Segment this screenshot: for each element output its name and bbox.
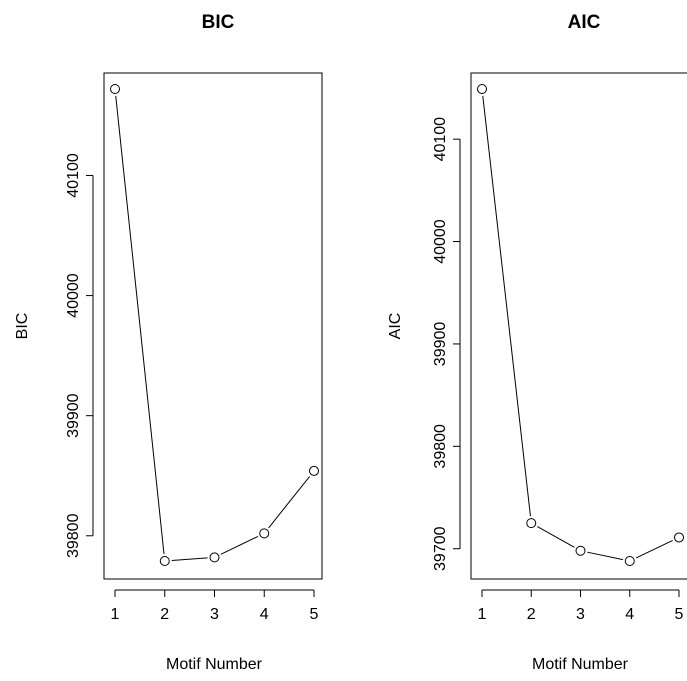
bic-panel: BIC Motif Number BIC 1 2 3 4 5 39800 39900 4000… xyxy=(14,12,323,673)
aic-data-point xyxy=(674,532,684,543)
bic-data-point xyxy=(259,528,270,539)
aic-series-segment xyxy=(587,551,623,561)
bic-x-tick-label: 1 xyxy=(111,606,120,623)
aic-data-point xyxy=(624,556,635,566)
aic-y-tick-label: 40100 xyxy=(432,117,449,162)
bic-data-point xyxy=(309,465,319,476)
aic-plot-box xyxy=(470,72,687,580)
aic-title: AIC xyxy=(568,12,601,33)
aic-x-axis-title: Motif Number xyxy=(532,656,629,673)
aic-y-tick-label: 40000 xyxy=(432,219,449,264)
bic-x-tick-label: 5 xyxy=(310,606,319,623)
aic-marks xyxy=(477,84,684,566)
aic-x-tick-label: 2 xyxy=(527,606,536,623)
bic-x-tick-label: 3 xyxy=(210,606,219,623)
aic-panel: AIC Motif Number AIC 1 2 3 4 5 39700 39800 3990… xyxy=(387,12,687,673)
aic-axes: 1 2 3 4 5 39700 39800 39900 40000 40100 xyxy=(432,117,684,623)
bic-series-segment xyxy=(115,95,165,555)
aic-data-point xyxy=(477,84,487,94)
aic-data-point xyxy=(526,518,537,529)
bic-axes: 1 2 3 4 5 39800 39900 40000 40100 xyxy=(65,153,319,623)
bic-x-tick-label: 2 xyxy=(160,606,169,623)
bic-y-axis-title: BIC xyxy=(14,313,31,340)
aic-x-tick-label: 1 xyxy=(478,606,487,623)
aic-y-tick-label: 39700 xyxy=(432,526,449,571)
bic-series-segment xyxy=(220,535,259,555)
bic-y-tick-label: 39900 xyxy=(65,393,82,438)
bic-y-tick-label: 39800 xyxy=(65,513,82,558)
bic-plot-box xyxy=(103,72,323,580)
bic-series-segment xyxy=(268,476,311,529)
aic-x-tick-label: 5 xyxy=(675,606,684,623)
aic-series-segment xyxy=(635,540,673,559)
aic-y-tick-label: 39800 xyxy=(432,424,449,469)
bic-data-point xyxy=(209,552,220,563)
aic-y-tick-label: 39900 xyxy=(432,322,449,367)
aic-series-segment xyxy=(537,526,575,548)
bic-data-point xyxy=(110,84,120,94)
aic-series-segment xyxy=(482,95,531,517)
bic-x-axis-title: Motif Number xyxy=(166,656,263,673)
bic-y-tick-label: 40100 xyxy=(65,153,82,198)
bic-y-tick-label: 40000 xyxy=(65,273,82,318)
bic-title: BIC xyxy=(202,12,235,33)
bic-marks xyxy=(110,84,319,566)
bic-series-segment xyxy=(171,557,208,561)
aic-data-point xyxy=(575,545,586,556)
aic-y-axis-title: AIC xyxy=(387,313,404,340)
aic-x-tick-label: 4 xyxy=(625,606,634,623)
bic-data-point xyxy=(159,556,170,566)
bic-x-tick-label: 4 xyxy=(260,606,269,623)
aic-x-tick-label: 3 xyxy=(576,606,585,623)
